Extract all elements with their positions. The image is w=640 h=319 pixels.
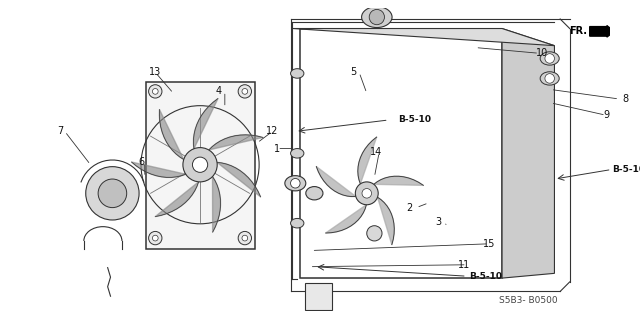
Polygon shape — [212, 176, 221, 232]
Bar — [305, 283, 332, 309]
Polygon shape — [502, 28, 554, 278]
Ellipse shape — [285, 176, 306, 191]
Ellipse shape — [291, 219, 304, 228]
Text: 4: 4 — [216, 86, 222, 96]
Text: B-5-10: B-5-10 — [398, 115, 431, 124]
Polygon shape — [155, 182, 198, 217]
Polygon shape — [217, 162, 260, 197]
Text: 15: 15 — [483, 239, 495, 249]
Circle shape — [98, 179, 127, 208]
Circle shape — [238, 85, 252, 98]
Circle shape — [242, 89, 248, 94]
Polygon shape — [316, 167, 356, 197]
Ellipse shape — [540, 72, 559, 85]
Polygon shape — [378, 197, 394, 245]
Polygon shape — [159, 109, 184, 160]
Circle shape — [369, 10, 385, 25]
Polygon shape — [132, 162, 186, 177]
Text: 8: 8 — [622, 94, 628, 104]
Circle shape — [152, 89, 158, 94]
Ellipse shape — [362, 7, 392, 27]
Polygon shape — [405, 28, 502, 278]
Text: 1: 1 — [274, 144, 280, 153]
Polygon shape — [193, 99, 218, 149]
Circle shape — [152, 235, 158, 241]
Circle shape — [355, 182, 378, 205]
Ellipse shape — [306, 187, 323, 200]
Circle shape — [291, 179, 300, 188]
Circle shape — [238, 231, 252, 245]
Circle shape — [242, 235, 248, 241]
Circle shape — [86, 167, 139, 220]
Polygon shape — [326, 205, 366, 233]
Text: S5B3- B0500: S5B3- B0500 — [499, 296, 558, 306]
Ellipse shape — [540, 52, 559, 65]
Text: 10: 10 — [536, 48, 548, 58]
Text: B-5-10: B-5-10 — [612, 165, 640, 174]
Polygon shape — [374, 176, 424, 185]
Text: 12: 12 — [266, 126, 278, 137]
Circle shape — [148, 85, 162, 98]
Text: B-5-10: B-5-10 — [469, 272, 502, 281]
Text: 11: 11 — [458, 260, 470, 270]
Text: 5: 5 — [350, 67, 356, 77]
Ellipse shape — [291, 149, 304, 158]
Text: FR.: FR. — [569, 26, 587, 36]
Circle shape — [367, 226, 382, 241]
Text: 7: 7 — [57, 126, 63, 137]
Text: 13: 13 — [149, 67, 161, 77]
Circle shape — [183, 148, 217, 182]
Text: 6: 6 — [138, 157, 144, 167]
Polygon shape — [358, 137, 377, 184]
FancyArrow shape — [589, 26, 614, 37]
Bar — [146, 82, 255, 249]
Ellipse shape — [291, 69, 304, 78]
Polygon shape — [209, 135, 263, 150]
Circle shape — [362, 189, 372, 198]
Text: 3: 3 — [435, 217, 442, 227]
Circle shape — [148, 231, 162, 245]
Text: 14: 14 — [370, 147, 383, 157]
Circle shape — [193, 157, 207, 172]
Text: 9: 9 — [604, 110, 610, 120]
Polygon shape — [292, 28, 554, 46]
Text: 2: 2 — [406, 203, 413, 212]
Circle shape — [545, 54, 554, 63]
Bar — [300, 28, 502, 278]
Circle shape — [545, 74, 554, 83]
